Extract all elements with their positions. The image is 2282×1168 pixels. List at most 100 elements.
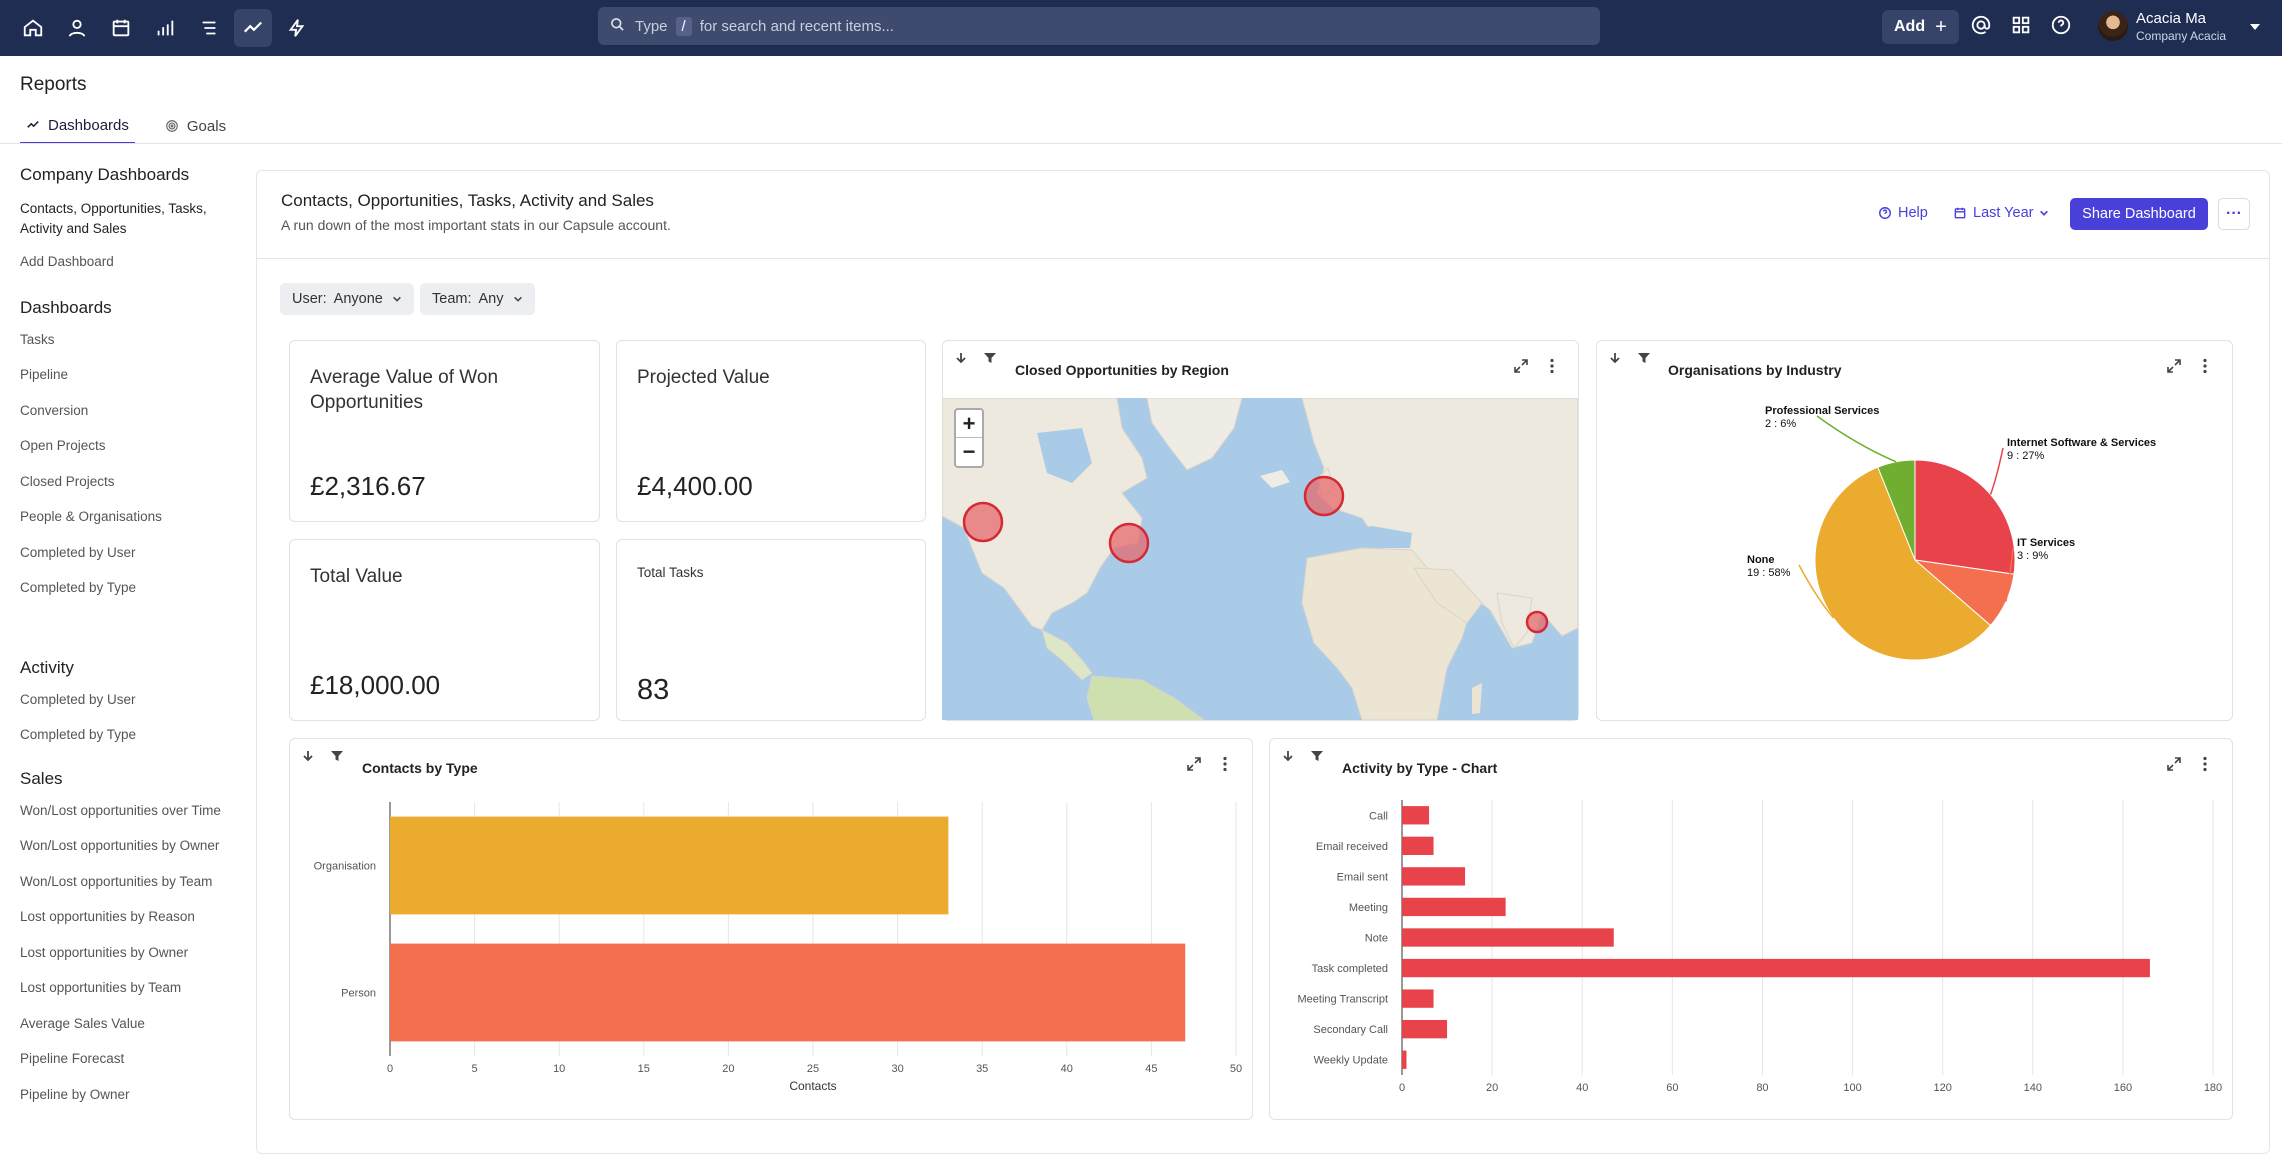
pie-leader-line: [1816, 415, 1897, 463]
zoom-in-button[interactable]: +: [956, 410, 982, 438]
bar: [1402, 928, 1614, 947]
zoom-out-button[interactable]: −: [962, 439, 976, 464]
avatar[interactable]: [2098, 11, 2128, 41]
sidebar-item[interactable]: Completed by User: [20, 691, 136, 707]
expand-icon[interactable]: [2166, 358, 2182, 374]
lightning-icon[interactable]: [278, 9, 316, 47]
expand-icon[interactable]: [2166, 756, 2182, 772]
sidebar-item[interactable]: Pipeline by Owner: [20, 1086, 130, 1102]
activity-bar-chart: 0 20 40 60 80 100 120 140 160 180 Call Email receiv…: [1298, 800, 2222, 1094]
download-arrow-icon[interactable]: [1608, 351, 1622, 365]
add-button[interactable]: Add +: [1882, 10, 1959, 44]
help-icon[interactable]: [2050, 14, 2076, 40]
report-tabs: Dashboards Goals: [20, 108, 232, 144]
x-axis-label: Contacts: [789, 1079, 836, 1093]
sidebar-item[interactable]: People & Organisations: [20, 509, 162, 524]
stat-value: 83: [637, 674, 670, 706]
stat-card-total-value[interactable]: Total Value £18,000.00: [289, 539, 600, 721]
user-name[interactable]: Acacia Ma: [2136, 10, 2207, 27]
x-tick-label: 100: [1843, 1082, 1861, 1094]
team-filter[interactable]: Team: Any: [420, 283, 535, 315]
y-category-label: Task completed: [1312, 963, 1388, 975]
more-options-icon[interactable]: ···: [2218, 198, 2250, 230]
help-link[interactable]: Help: [1878, 205, 1928, 221]
download-arrow-icon[interactable]: [1281, 749, 1295, 763]
download-arrow-icon[interactable]: [954, 351, 968, 365]
chevron-down-icon: [2040, 210, 2049, 216]
world-map[interactable]: + −: [942, 398, 1578, 720]
pie-label: Internet Software & Services: [2007, 437, 2156, 449]
search-input[interactable]: Type / for search and recent items...: [598, 7, 1600, 45]
stat-label: Total Tasks: [637, 565, 704, 580]
x-tick-label: 50: [1230, 1063, 1242, 1075]
x-tick-label: 40: [1061, 1063, 1073, 1075]
dashboard-title: Contacts, Opportunities, Tasks, Activity…: [281, 191, 654, 210]
y-category-label: Note: [1365, 933, 1388, 945]
calendar-icon[interactable]: [102, 9, 140, 47]
filter-icon[interactable]: [1637, 351, 1651, 365]
person-icon[interactable]: [58, 9, 96, 47]
pie-leader-line: [1798, 564, 1835, 619]
y-category-label: Email sent: [1337, 871, 1388, 883]
sidebar-item[interactable]: Open Projects: [20, 438, 106, 453]
sidebar-item[interactable]: Won/Lost opportunities by Team: [20, 873, 213, 889]
share-dashboard-button[interactable]: Share Dashboard: [2070, 198, 2208, 230]
filter-icon[interactable]: [1310, 749, 1324, 763]
sidebar-item[interactable]: Completed by Type: [20, 580, 137, 595]
filter-icon[interactable]: [330, 749, 344, 763]
period-dropdown[interactable]: Last Year: [1953, 205, 2049, 221]
mention-icon[interactable]: [1970, 14, 1996, 40]
y-category-label: Secondary Call: [1313, 1024, 1388, 1036]
stat-card-total-tasks[interactable]: Total Tasks 83: [616, 539, 926, 721]
bar: [1402, 836, 1434, 855]
y-category-label: Weekly Update: [1314, 1055, 1388, 1067]
help-label: Help: [1898, 205, 1928, 221]
user-menu-caret-icon[interactable]: [2250, 24, 2260, 30]
sidebar-item[interactable]: Won/Lost opportunities by Owner: [20, 838, 220, 853]
sidebar-item[interactable]: Closed Projects: [20, 473, 115, 489]
kebab-menu-icon[interactable]: [1220, 756, 1230, 772]
map-marker-us-east: [1108, 522, 1150, 564]
sidebar-item[interactable]: Lost opportunities by Team: [20, 980, 182, 995]
contacts-widget: [289, 738, 1253, 1120]
sidebar-item[interactable]: Lost opportunities by Reason: [20, 909, 195, 924]
sidebar-item[interactable]: Completed by User: [20, 544, 136, 560]
sidebar-item[interactable]: Pipeline Forecast: [20, 1051, 125, 1066]
trend-icon[interactable]: [234, 9, 272, 47]
x-tick-label: 30: [891, 1063, 903, 1075]
user-filter[interactable]: User: Anyone: [280, 283, 414, 315]
tab-dashboards[interactable]: Dashboards: [20, 108, 135, 144]
sidebar-item[interactable]: Lost opportunities by Owner: [20, 944, 189, 960]
india-shape: [1496, 592, 1533, 649]
pie-value-label: 2 : 6%: [1765, 418, 1796, 430]
x-tick-label: 120: [1933, 1082, 1951, 1094]
pie-value-label: 3 : 9%: [2017, 550, 2048, 562]
expand-icon[interactable]: [1513, 358, 1529, 374]
home-icon[interactable]: [14, 9, 52, 47]
expand-icon[interactable]: [1186, 756, 1202, 772]
kebab-menu-icon[interactable]: [2200, 756, 2210, 772]
trend-icon: [27, 120, 39, 128]
filter-icon[interactable]: [983, 351, 997, 365]
sidebar-item-add-dashboard[interactable]: Add Dashboard: [20, 254, 114, 269]
tab-goals[interactable]: Goals: [159, 108, 232, 144]
sidebar-item[interactable]: Conversion: [20, 402, 89, 418]
sidebar-item-current-dashboard[interactable]: Contacts, Opportunities, Tasks, Activity…: [20, 201, 207, 236]
apps-grid-icon[interactable]: [2010, 14, 2036, 40]
africa-shape: [1301, 547, 1471, 720]
x-tick-label: 60: [1666, 1082, 1678, 1094]
stat-card-projected[interactable]: Projected Value £4,400.00: [616, 340, 926, 522]
x-tick-label: 140: [2024, 1082, 2042, 1094]
list-icon[interactable]: [190, 9, 228, 47]
stat-card-average-won[interactable]: Average Value of Won Opportunities £2,31…: [289, 340, 600, 522]
kebab-menu-icon[interactable]: [2200, 358, 2210, 374]
madagascar-shape: [1472, 683, 1482, 714]
bar-signal-icon[interactable]: [146, 9, 184, 47]
sidebar-item[interactable]: Pipeline: [20, 367, 69, 382]
sidebar-item[interactable]: Won/Lost opportunities over Time: [20, 802, 221, 818]
sidebar-item[interactable]: Tasks: [20, 331, 55, 347]
kebab-menu-icon[interactable]: [1547, 358, 1557, 374]
download-arrow-icon[interactable]: [301, 749, 315, 763]
sidebar-item[interactable]: Completed by Type: [20, 727, 137, 742]
sidebar-item[interactable]: Average Sales Value: [20, 1015, 145, 1031]
